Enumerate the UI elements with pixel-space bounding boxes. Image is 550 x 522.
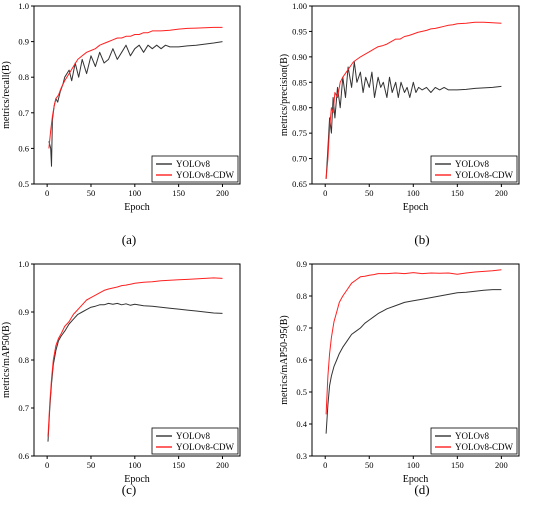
series-line-yolov8 <box>48 41 223 167</box>
x-tick-label: 200 <box>495 460 508 470</box>
x-tick-label: 100 <box>128 188 141 198</box>
x-tick-label: 150 <box>451 460 464 470</box>
y-tick-label: 0.6 <box>296 355 307 365</box>
series-line-yolov8-cdw <box>325 269 502 415</box>
y-tick-label: 0.70 <box>292 154 307 164</box>
y-axis-label: metrics/recall(B) <box>1 61 12 129</box>
x-tick-label: 100 <box>407 188 420 198</box>
x-axis-label: Epoch <box>124 474 150 485</box>
panel-label: (a) <box>122 232 136 247</box>
x-tick-label: 0 <box>45 188 49 198</box>
y-tick-label: 0.6 <box>18 143 29 153</box>
x-tick-label: 0 <box>323 188 327 198</box>
legend-box <box>151 427 239 455</box>
chart-panel-1: 0 50 100 150 200 0.5 0.6 0.7 0.8 0.9 1.0 Epoch metri… <box>1 1 241 247</box>
y-tick-label: 0.8 <box>18 355 29 365</box>
y-tick-label: 0.95 <box>292 26 307 36</box>
legend-box <box>430 155 518 183</box>
x-tick-label: 50 <box>365 188 374 198</box>
x-axis-label: Epoch <box>403 202 429 213</box>
series-line-yolov8 <box>47 302 223 442</box>
y-tick-label: 0.8 <box>296 291 307 301</box>
chart-panel-2: 0 50 100 150 200 0.65 0.70 0.75 0.80 0.85 0.90 0.95… <box>279 1 520 247</box>
y-tick-label: 0.80 <box>292 103 307 113</box>
panel-label: (b) <box>414 232 429 247</box>
legend-box <box>151 155 239 183</box>
y-tick-label: 0.7 <box>18 108 29 118</box>
y-tick-label: 0.7 <box>296 323 307 333</box>
y-tick-label: 0.5 <box>296 387 307 397</box>
plot-frame <box>33 263 241 457</box>
y-tick-label: 0.90 <box>292 52 307 62</box>
x-tick-label: 150 <box>451 188 464 198</box>
legend-entry: YOLOv8-CDW <box>455 170 513 180</box>
y-tick-label: 0.5 <box>18 179 29 189</box>
y-tick-label: 0.3 <box>296 451 307 461</box>
y-axis-label: metrics/mAP50-95(B) <box>279 315 290 404</box>
x-tick-label: 50 <box>365 460 374 470</box>
series-line-yolov8-cdw <box>48 26 223 149</box>
chart-panel-3: 0 50 100 150 200 0.6 0.7 0.8 0.9 1.0 Epoch metrics/… <box>1 259 241 497</box>
x-axis-label: Epoch <box>124 202 150 213</box>
y-tick-label: 0.9 <box>18 307 29 317</box>
legend-entry: YOLOv8-CDW <box>176 442 234 452</box>
x-axis-label: Epoch <box>403 474 429 485</box>
y-tick-label: 0.65 <box>292 179 307 189</box>
y-axis-label: metrics/precision(B) <box>279 54 290 136</box>
y-tick-label: 1.00 <box>292 1 307 11</box>
x-tick-label: 150 <box>172 188 185 198</box>
plot-frame <box>311 263 520 457</box>
legend-entry: YOLOv8 <box>455 159 489 169</box>
y-tick-label: 0.8 <box>18 72 29 82</box>
y-tick-label: 0.7 <box>18 403 29 413</box>
legend-entry: YOLOv8-CDW <box>455 442 513 452</box>
series-line-yolov8-cdw <box>47 277 223 437</box>
legend-box <box>430 427 518 455</box>
x-tick-label: 0 <box>45 460 49 470</box>
x-tick-label: 50 <box>87 460 96 470</box>
x-tick-label: 100 <box>128 460 141 470</box>
x-tick-label: 200 <box>216 460 229 470</box>
x-tick-label: 150 <box>172 460 185 470</box>
y-tick-label: 0.75 <box>292 128 307 138</box>
y-axis-label: metrics/mAP50(B) <box>1 322 12 398</box>
x-tick-label: 100 <box>407 460 420 470</box>
chart-panel-4: 0 50 100 150 200 0.3 0.4 0.5 0.6 0.7 0.8 0.9 Epoch me… <box>279 259 520 497</box>
y-tick-label: 0.9 <box>296 259 307 269</box>
series-line-yolov8 <box>325 61 502 179</box>
panel-label: (d) <box>414 482 429 497</box>
legend-entry: YOLOv8 <box>455 431 489 441</box>
y-tick-label: 1.0 <box>18 1 29 11</box>
x-tick-label: 200 <box>495 188 508 198</box>
plot-frame <box>311 5 520 185</box>
x-tick-label: 200 <box>216 188 229 198</box>
legend-entry: YOLOv8 <box>176 431 210 441</box>
series-line-yolov8 <box>325 289 502 434</box>
legend-entry: YOLOv8 <box>176 159 210 169</box>
x-tick-label: 50 <box>87 188 96 198</box>
y-tick-label: 0.9 <box>18 37 29 47</box>
panel-label: (c) <box>122 482 136 497</box>
plot-frame <box>33 5 241 185</box>
legend-entry: YOLOv8-CDW <box>176 170 234 180</box>
series-line-yolov8-cdw <box>325 21 502 179</box>
y-tick-label: 0.6 <box>18 451 29 461</box>
y-tick-label: 0.85 <box>292 77 307 87</box>
y-tick-label: 0.4 <box>296 419 307 429</box>
x-tick-label: 0 <box>323 460 327 470</box>
y-tick-label: 1.0 <box>18 259 29 269</box>
